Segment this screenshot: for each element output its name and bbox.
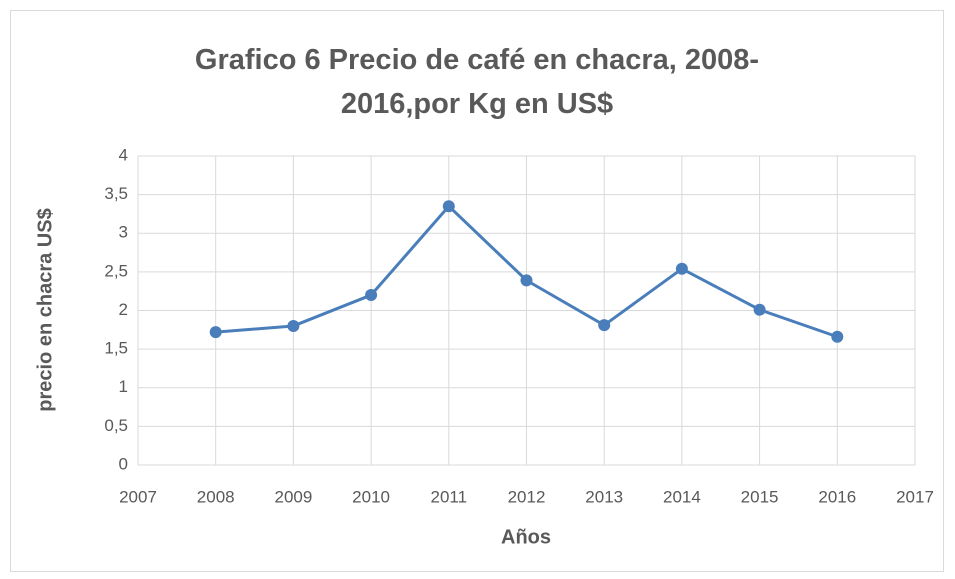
chart-border	[10, 10, 944, 572]
data-point	[831, 330, 844, 343]
data-point	[365, 289, 378, 302]
data-point	[753, 303, 766, 316]
x-tick-label: 2009	[274, 487, 312, 506]
x-tick-label: 2015	[741, 487, 779, 506]
x-tick-label: 2012	[508, 487, 546, 506]
x-tick-label: 2013	[585, 487, 623, 506]
y-tick-label: 2,5	[104, 261, 128, 280]
y-tick-label: 3,5	[104, 184, 128, 203]
y-tick-label: 1,5	[104, 339, 128, 358]
x-tick-label: 2014	[663, 487, 701, 506]
data-point	[209, 326, 222, 339]
y-axis-label: precio en chacra US$	[34, 208, 56, 411]
x-tick-label: 2010	[352, 487, 390, 506]
y-tick-label: 2	[119, 300, 128, 319]
x-tick-label: 2007	[119, 487, 157, 506]
y-tick-label: 4	[119, 145, 128, 164]
x-axis-label: Años	[501, 526, 551, 548]
y-tick-label: 0	[119, 454, 128, 473]
x-tick-label: 2016	[818, 487, 856, 506]
x-tick-label: 2017	[896, 487, 934, 506]
x-tick-label: 2008	[197, 487, 235, 506]
y-tick-label: 1	[119, 377, 128, 396]
data-point	[675, 262, 688, 275]
data-point	[287, 319, 300, 332]
data-point	[598, 319, 611, 332]
data-point	[442, 200, 455, 213]
chart-title: Grafico 6 Precio de café en chacra, 2008…	[194, 44, 760, 120]
y-tick-label: 3	[119, 223, 128, 242]
y-tick-label: 0,5	[104, 416, 128, 435]
x-tick-label: 2011	[431, 487, 468, 506]
data-point	[520, 274, 533, 287]
